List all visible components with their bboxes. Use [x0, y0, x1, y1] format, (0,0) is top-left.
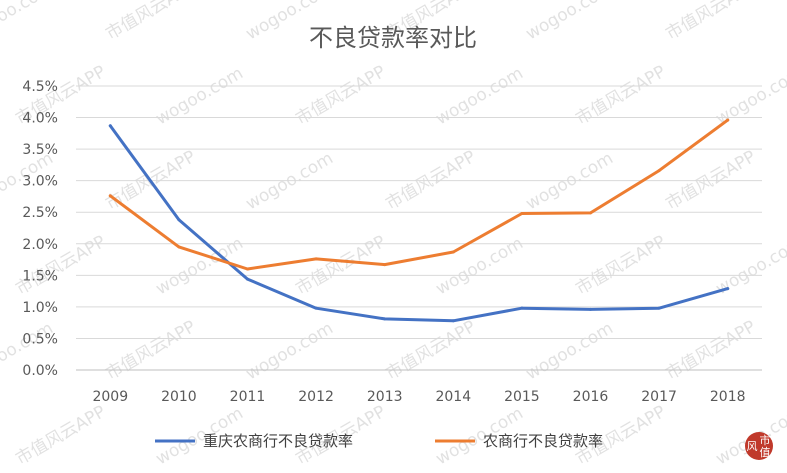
watermark-text: 市值风云APP — [103, 317, 200, 384]
watermark-text: 市值风云APP — [663, 0, 760, 44]
y-tick-label: 4.5% — [22, 79, 58, 95]
watermark-text: 市值风云APP — [103, 0, 200, 44]
watermark-text: 市值风云APP — [573, 62, 670, 129]
data-point — [451, 319, 455, 323]
watermark-text: wogoo.com — [0, 0, 57, 44]
data-point — [726, 287, 730, 291]
chart-title: 不良贷款率对比 — [309, 24, 477, 52]
data-point — [177, 245, 181, 249]
watermark-text: 市值风云APP — [293, 232, 390, 299]
watermark-text: wogoo.com — [433, 63, 527, 129]
series-line-1 — [108, 124, 730, 323]
y-tick-label: 4.0% — [22, 111, 58, 127]
watermark-text: 市值风云APP — [383, 317, 480, 384]
x-tick-label: 2015 — [504, 389, 540, 405]
watermark-text: wogoo.com — [243, 148, 337, 214]
y-tick-label: 0.0% — [22, 363, 58, 379]
watermark-text: wogoo.com — [433, 233, 527, 299]
data-point — [657, 169, 661, 173]
data-point — [246, 267, 249, 271]
watermark-text: 市值风云APP — [13, 402, 110, 469]
seal-char: 风 — [747, 440, 758, 453]
y-tick-label: 0.5% — [22, 331, 58, 347]
y-tick-label: 1.5% — [22, 268, 58, 284]
data-point — [383, 263, 387, 267]
x-tick-label: 2010 — [161, 389, 197, 405]
data-point — [383, 317, 387, 321]
watermark-text: 市值风云APP — [573, 232, 670, 299]
legend: 重庆农商行不良贷款率 农商行不良贷款率 — [155, 432, 603, 450]
legend-label: 重庆农商行不良贷款率 — [203, 432, 353, 450]
y-axis-ticks: 0.0% 0.5% 1.0% 1.5% 2.0% 2.5% 3.0% 3.5% 4.0% 4.5% — [22, 79, 58, 379]
x-tick-label: 2011 — [230, 389, 266, 405]
x-tick-label: 2017 — [641, 389, 677, 405]
data-point — [726, 118, 730, 122]
seal-char: 值 — [760, 446, 771, 459]
x-tick-label: 2012 — [298, 389, 334, 405]
y-tick-label: 2.0% — [22, 237, 58, 253]
watermark-text: wogoo.com — [153, 63, 247, 129]
watermark-text: wogoo.com — [523, 318, 617, 384]
data-point — [589, 211, 592, 215]
legend-label: 农商行不良贷款率 — [483, 432, 603, 450]
data-point — [520, 306, 524, 310]
watermark-text: wogoo.com — [243, 318, 337, 384]
watermark-text: wogoo.com — [523, 0, 617, 44]
series-lines — [108, 118, 730, 323]
watermark-text: 市值风云APP — [663, 317, 760, 384]
y-tick-label: 3.5% — [22, 142, 58, 158]
seal-char: 市 — [760, 433, 771, 447]
data-point — [246, 277, 249, 281]
watermark-text: wogoo.com — [713, 63, 787, 129]
seal-circle — [745, 432, 773, 460]
x-tick-label: 2009 — [92, 389, 128, 405]
data-point — [108, 124, 112, 128]
data-point — [108, 194, 112, 198]
x-axis-ticks: 2009 2010 2011 2012 2013 2014 2015 2016 2017 2018 — [92, 389, 745, 405]
y-tick-label: 3.0% — [22, 174, 58, 190]
x-tick-label: 2014 — [435, 389, 471, 405]
data-point — [314, 257, 318, 261]
data-point — [657, 306, 661, 310]
watermark-text: 市值风云APP — [293, 62, 390, 129]
data-point — [589, 307, 592, 311]
data-point — [314, 306, 318, 310]
data-point — [451, 250, 455, 254]
gridlines — [76, 85, 762, 371]
data-point — [177, 218, 181, 222]
seal-logo: 风市值 — [745, 432, 773, 460]
y-tick-label: 1.0% — [22, 300, 58, 316]
x-tick-label: 2018 — [710, 389, 746, 405]
x-tick-label: 2016 — [573, 389, 609, 405]
data-point — [520, 211, 524, 215]
y-tick-label: 2.5% — [22, 205, 58, 221]
series-line-2 — [108, 118, 730, 271]
x-tick-label: 2013 — [367, 389, 403, 405]
